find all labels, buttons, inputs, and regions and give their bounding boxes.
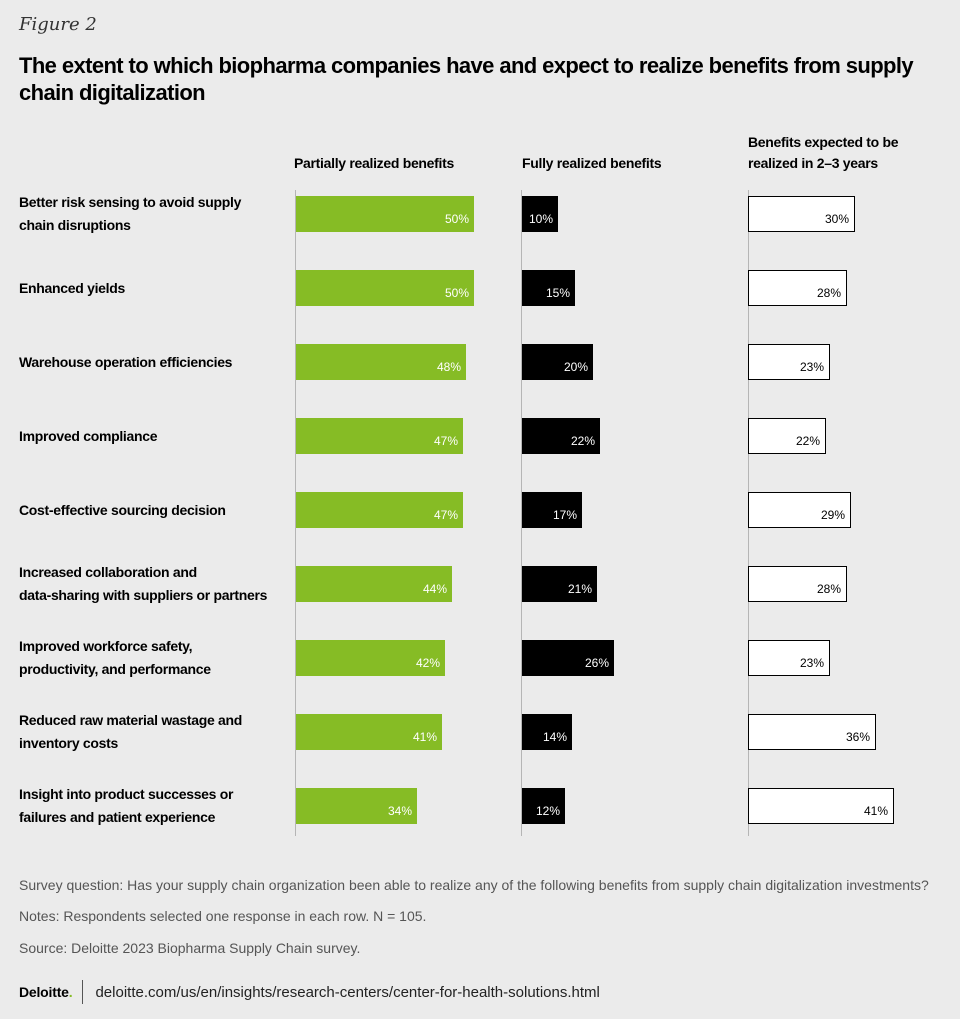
data-label: 42% xyxy=(415,656,440,670)
data-label: 22% xyxy=(570,434,595,448)
bar-full: 17% xyxy=(522,492,582,528)
bar-partial: 50% xyxy=(296,196,474,232)
bar-full: 20% xyxy=(522,344,593,380)
data-label: 41% xyxy=(863,804,888,818)
bar-full: 22% xyxy=(522,418,600,454)
bar-partial: 34% xyxy=(296,788,417,824)
figure-label: Figure 2 xyxy=(19,14,97,35)
column-header-expected: Benefits expected to be realized in 2–3 … xyxy=(748,134,899,171)
bar-full: 12% xyxy=(522,788,565,824)
column-header-partial: Partially realized benefits xyxy=(294,155,454,171)
row-label: Improved compliance xyxy=(19,428,158,444)
data-label: 47% xyxy=(433,434,458,448)
bar-full: 15% xyxy=(522,270,575,306)
row-label: Improved workforce safety, productivity, … xyxy=(19,638,211,677)
bar-expected: 23% xyxy=(748,640,830,676)
data-label: 15% xyxy=(545,286,570,300)
bar-full: 21% xyxy=(522,566,597,602)
source-text: Source: Deloitte 2023 Biopharma Supply C… xyxy=(19,940,361,956)
bar-expected: 30% xyxy=(748,196,855,232)
deloitte-logo: Deloitte. xyxy=(19,984,73,1000)
survey-question: Survey question: Has your supply chain o… xyxy=(19,877,929,893)
bar-partial: 44% xyxy=(296,566,452,602)
data-label: 14% xyxy=(542,730,567,744)
data-label: 50% xyxy=(444,286,469,300)
row-label: Enhanced yields xyxy=(19,280,125,296)
bar-partial: 42% xyxy=(296,640,445,676)
data-label: 36% xyxy=(845,730,870,744)
axis-line-full xyxy=(521,190,522,836)
data-label: 28% xyxy=(816,582,841,596)
data-label: 34% xyxy=(387,804,412,818)
data-label: 17% xyxy=(552,508,577,522)
row-label: Insight into product successes or failure… xyxy=(19,786,234,825)
data-label: 26% xyxy=(584,656,609,670)
data-label: 47% xyxy=(433,508,458,522)
data-label: 50% xyxy=(444,212,469,226)
data-label: 29% xyxy=(820,508,845,522)
footer: Deloitte. deloitte.com/us/en/insights/re… xyxy=(19,980,600,1004)
bar-partial: 47% xyxy=(296,418,463,454)
data-label: 22% xyxy=(795,434,820,448)
row-label: Reduced raw material wastage and inventor… xyxy=(19,712,243,751)
bar-expected: 22% xyxy=(748,418,826,454)
row-label: Warehouse operation efficiencies xyxy=(19,354,233,370)
bar-full: 14% xyxy=(522,714,572,750)
data-label: 23% xyxy=(799,360,824,374)
bar-expected: 23% xyxy=(748,344,830,380)
bar-full: 10% xyxy=(522,196,558,232)
data-label: 41% xyxy=(412,730,437,744)
bar-full: 26% xyxy=(522,640,614,676)
bar-expected: 41% xyxy=(748,788,894,824)
row-label: Better risk sensing to avoid supply chain… xyxy=(19,194,242,233)
column-header-full: Fully realized benefits xyxy=(522,155,662,171)
data-label: 44% xyxy=(422,582,447,596)
bar-expected: 28% xyxy=(748,270,847,306)
data-label: 21% xyxy=(567,582,592,596)
bar-expected: 36% xyxy=(748,714,876,750)
bar-partial: 47% xyxy=(296,492,463,528)
data-label: 10% xyxy=(528,212,553,226)
data-label: 28% xyxy=(816,286,841,300)
bar-expected: 28% xyxy=(748,566,847,602)
data-label: 20% xyxy=(563,360,588,374)
axis-line-partial xyxy=(295,190,296,836)
data-label: 48% xyxy=(436,360,461,374)
footer-divider xyxy=(82,980,84,1004)
row-label: Increased collaboration and data-sharing … xyxy=(19,564,268,603)
notes-text: Notes: Respondents selected one response… xyxy=(19,908,427,924)
data-label: 12% xyxy=(535,804,560,818)
bar-partial: 48% xyxy=(296,344,466,380)
data-label: 30% xyxy=(824,212,849,226)
chart-title: The extent to which biopharma companies … xyxy=(19,53,914,105)
row-label: Cost-effective sourcing decision xyxy=(19,502,226,518)
bar-partial: 41% xyxy=(296,714,442,750)
data-label: 23% xyxy=(799,656,824,670)
footer-url[interactable]: deloitte.com/us/en/insights/research-cen… xyxy=(95,983,600,1001)
bar-expected: 29% xyxy=(748,492,851,528)
bar-partial: 50% xyxy=(296,270,474,306)
